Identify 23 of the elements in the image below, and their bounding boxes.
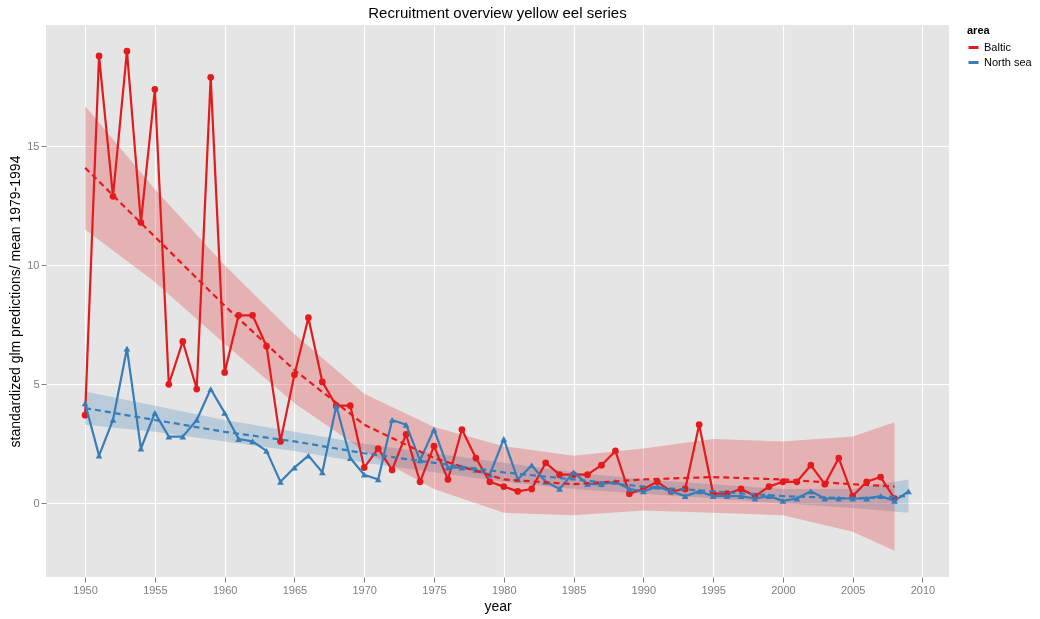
chart-title: Recruitment overview yellow eel series	[368, 4, 627, 21]
x-tick-label: 1985	[561, 583, 587, 596]
x-tick-label: 2010	[910, 583, 936, 596]
x-tick-label: 1990	[631, 583, 657, 596]
x-tick-label: 1960	[212, 583, 238, 596]
x-tick-label: 1970	[352, 583, 377, 596]
y-tick-label: 0	[33, 496, 40, 509]
legend-title: area	[967, 24, 991, 36]
x-tick-label: 1995	[701, 583, 726, 596]
y-tick-label: 5	[33, 377, 40, 390]
x-tick-label: 1950	[73, 583, 98, 596]
x-tick-label: 1965	[282, 583, 308, 596]
x-tick-label: 2000	[771, 583, 796, 596]
x-tick-label: 2005	[840, 583, 866, 596]
y-axis-title: standardized glm predictions/ mean 1979-1994	[7, 155, 24, 448]
y-tick-label: 10	[27, 258, 40, 271]
x-tick-label: 1955	[143, 583, 168, 596]
x-tick-label: 1975	[422, 583, 447, 596]
x-axis-title: year	[484, 597, 512, 614]
legend-label: North sea	[984, 55, 1033, 68]
y-tick-label: 15	[27, 139, 40, 152]
legend-label: Baltic	[984, 40, 1012, 53]
x-tick-label: 1980	[492, 583, 517, 596]
